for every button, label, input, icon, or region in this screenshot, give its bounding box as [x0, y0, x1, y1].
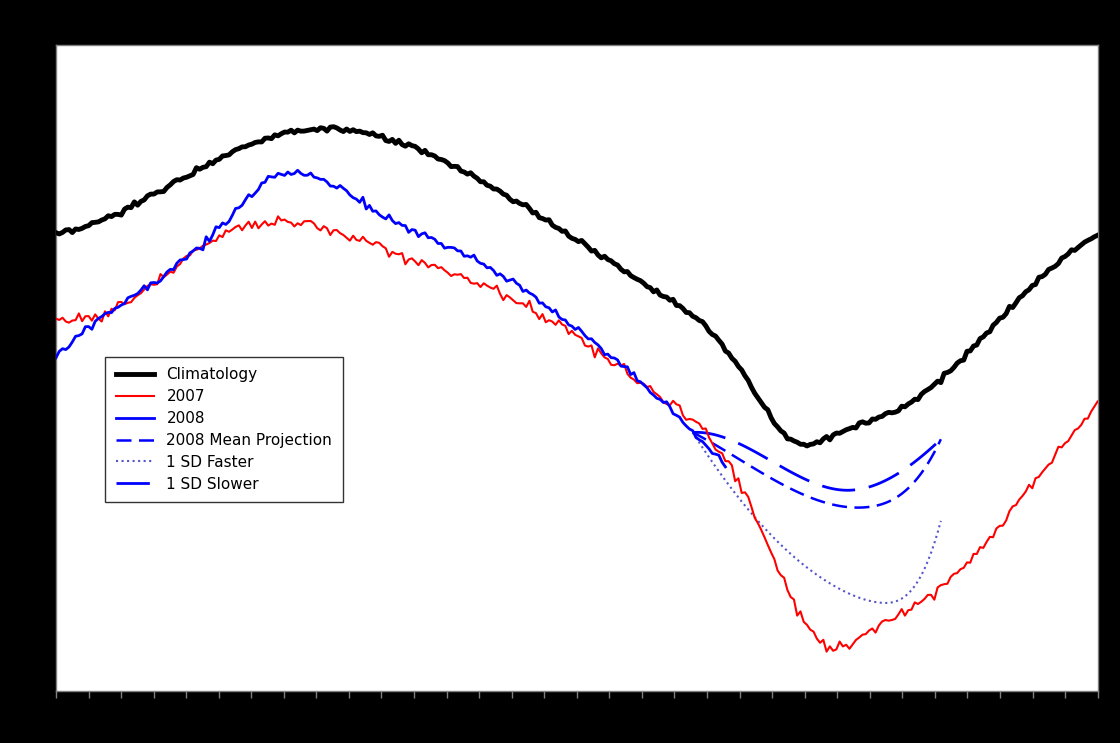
1 SD Slower: [685, 428, 699, 437]
2007: [591, 344, 605, 353]
2008: [59, 345, 73, 354]
1 SD Slower: [774, 462, 787, 471]
1 SD Faster: [767, 534, 781, 543]
1 SD Faster: [879, 599, 893, 608]
2007: [912, 600, 925, 609]
2008 Mean Projection: [685, 428, 699, 437]
1 SD Faster: [735, 497, 748, 506]
2008 Mean Projection: [934, 435, 948, 444]
Line: 1 SD Faster: 1 SD Faster: [692, 432, 941, 603]
Climatology: [803, 440, 816, 449]
2008: [157, 272, 170, 281]
2007: [787, 595, 801, 604]
Climatology: [1091, 231, 1104, 240]
2008: [239, 195, 252, 204]
1 SD Faster: [934, 516, 948, 525]
2008 Mean Projection: [787, 486, 801, 495]
2008: [719, 462, 732, 471]
Climatology: [787, 436, 801, 445]
1 SD Slower: [738, 442, 752, 451]
1 SD Faster: [771, 537, 784, 546]
2008: [291, 166, 305, 175]
1 SD Slower: [934, 435, 948, 444]
Line: 2008 Mean Projection: 2008 Mean Projection: [692, 432, 941, 507]
Climatology: [49, 228, 63, 237]
2007: [970, 550, 983, 559]
2008 Mean Projection: [794, 489, 808, 498]
2007: [1091, 397, 1104, 406]
2007: [199, 240, 213, 249]
1 SD Slower: [827, 484, 840, 493]
1 SD Faster: [787, 552, 801, 561]
Line: 2008: 2008: [56, 170, 726, 467]
Climatology: [199, 162, 213, 171]
Line: 2007: 2007: [56, 216, 1098, 652]
2008: [310, 173, 324, 182]
Legend: Climatology, 2007, 2008, 2008 Mean Projection, 1 SD Faster, 1 SD Slower: Climatology, 2007, 2008, 2008 Mean Proje…: [105, 357, 343, 502]
1 SD Slower: [797, 474, 811, 483]
2008: [118, 299, 131, 308]
2008 Mean Projection: [735, 456, 748, 465]
2008 Mean Projection: [767, 476, 781, 484]
2007: [49, 314, 63, 323]
1 SD Slower: [840, 486, 853, 495]
Climatology: [970, 340, 983, 349]
2008 Mean Projection: [852, 503, 866, 512]
1 SD Faster: [685, 428, 699, 437]
2008: [670, 411, 683, 420]
Line: Climatology: Climatology: [56, 127, 1098, 446]
1 SD Faster: [794, 558, 808, 567]
2008 Mean Projection: [771, 478, 784, 487]
Climatology: [912, 395, 925, 404]
2008 Mean Projection: [823, 499, 837, 508]
1 SD Slower: [791, 471, 804, 480]
1 SD Faster: [823, 579, 837, 588]
Climatology: [591, 250, 605, 259]
2008: [49, 354, 63, 363]
2007: [801, 620, 814, 629]
Line: 1 SD Slower: 1 SD Slower: [692, 432, 941, 490]
Climatology: [801, 441, 814, 450]
Climatology: [327, 123, 340, 132]
1 SD Slower: [689, 428, 702, 437]
1 SD Slower: [771, 460, 784, 469]
2007: [271, 212, 284, 221]
2007: [820, 647, 833, 656]
